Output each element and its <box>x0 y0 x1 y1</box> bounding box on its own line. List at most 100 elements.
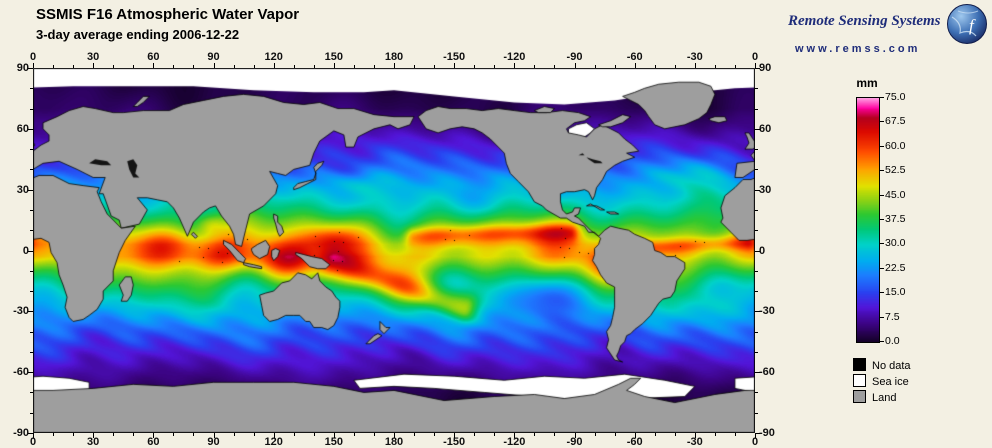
axis-tick-mark <box>28 433 33 434</box>
axis-tick-mark <box>755 108 758 110</box>
lat-tick-label: 0 <box>22 244 29 257</box>
axis-tick-mark <box>755 433 756 438</box>
brand-name: Remote Sensing Systems <box>788 13 941 29</box>
axis-tick-mark <box>574 433 576 438</box>
legend-swatch <box>853 390 866 403</box>
colorbar-unit-label: mm <box>856 76 878 90</box>
legend-item-land: Land <box>853 390 896 404</box>
colorbar-tick-label: 52.5 <box>885 164 906 177</box>
svg-text:f: f <box>969 16 976 35</box>
axis-tick-mark <box>755 63 756 68</box>
lon-tick-label: 180 <box>384 51 404 63</box>
axis-tick-mark <box>373 433 375 436</box>
lat-tick-label: 90 <box>759 62 772 74</box>
axis-tick-mark <box>414 65 416 68</box>
axis-tick-mark <box>755 331 758 333</box>
legend-swatch <box>853 358 866 371</box>
axis-tick-mark <box>113 65 115 68</box>
lon-tick-label: 30 <box>87 436 100 448</box>
lon-tick-label: 60 <box>147 436 160 448</box>
axis-tick-mark <box>614 433 616 436</box>
lon-tick-label: 120 <box>264 51 283 63</box>
lat-tick-label: -30 <box>759 305 775 318</box>
axis-tick-mark <box>494 65 496 68</box>
axis-tick-mark <box>33 63 34 68</box>
website-link[interactable]: www.remss.com <box>795 43 921 55</box>
axis-tick-mark <box>28 250 33 252</box>
legend-swatch <box>853 374 866 387</box>
axis-tick-mark <box>30 412 33 414</box>
colorbar-tick-label: 60.0 <box>885 139 906 152</box>
lon-tick-label: -150 <box>443 51 466 63</box>
axis-tick-mark <box>454 433 456 438</box>
colorbar-gradient <box>856 97 880 343</box>
axis-tick-mark <box>755 351 758 353</box>
axis-tick-mark <box>373 65 375 68</box>
colorbar-tick-label: 37.5 <box>885 213 906 225</box>
axis-tick-mark <box>53 433 55 436</box>
colorbar-tick-mark <box>880 121 884 123</box>
lon-tick-label: 60 <box>147 51 160 63</box>
lon-tick-label: 0 <box>751 436 759 448</box>
axis-tick-mark <box>33 433 34 438</box>
axis-tick-mark <box>253 65 255 68</box>
axis-tick-mark <box>333 433 335 438</box>
lat-tick-label: -60 <box>13 366 29 379</box>
axis-tick-mark <box>213 433 215 438</box>
axis-tick-mark <box>253 433 255 436</box>
axis-tick-mark <box>30 209 33 211</box>
axis-tick-mark <box>313 433 315 436</box>
axis-tick-mark <box>755 230 758 232</box>
axis-tick-mark <box>173 65 175 68</box>
axis-tick-mark <box>394 433 395 438</box>
axis-tick-mark <box>93 433 95 438</box>
colorbar-tick-mark <box>880 243 884 245</box>
lat-tick-label: 60 <box>759 122 772 135</box>
axis-tick-mark <box>755 189 760 191</box>
axis-tick-mark <box>30 169 33 171</box>
axis-tick-mark <box>454 63 456 68</box>
axis-tick-mark <box>474 433 476 436</box>
axis-tick-mark <box>28 128 33 130</box>
lon-tick-label: 0 <box>29 51 37 63</box>
colorbar-tick-mark <box>880 292 884 294</box>
axis-tick-mark <box>594 433 596 436</box>
axis-tick-mark <box>755 128 760 130</box>
legend-label: No data <box>872 360 911 372</box>
axis-tick-mark <box>30 88 33 90</box>
colorbar-tick-label: 15.0 <box>885 286 906 299</box>
axis-tick-mark <box>654 433 656 436</box>
axis-tick-mark <box>614 65 616 68</box>
world-map-canvas <box>33 68 755 433</box>
axis-tick-mark <box>394 63 395 68</box>
axis-tick-mark <box>30 351 33 353</box>
axis-tick-mark <box>755 291 758 293</box>
axis-tick-mark <box>153 63 155 68</box>
axis-tick-mark <box>30 291 33 293</box>
lat-tick-label: -90 <box>759 427 775 439</box>
axis-tick-mark <box>755 392 758 394</box>
axis-tick-mark <box>755 270 758 272</box>
colorbar-tick-label: 75.0 <box>885 91 906 103</box>
axis-tick-mark <box>353 65 355 68</box>
axis-tick-mark <box>414 433 416 436</box>
axis-tick-mark <box>534 433 536 436</box>
colorbar-tick-label: 22.5 <box>885 261 906 274</box>
axis-tick-mark <box>113 433 115 436</box>
axis-tick-mark <box>654 65 656 68</box>
lon-tick-label: -60 <box>626 51 643 63</box>
lon-tick-label: 0 <box>29 436 37 448</box>
axis-tick-mark <box>193 65 195 68</box>
colorbar-tick-mark <box>880 316 884 318</box>
lon-tick-label: -60 <box>626 436 643 448</box>
colorbar-tick-mark <box>880 194 884 196</box>
lon-tick-label: -30 <box>686 436 703 448</box>
lon-tick-label: -120 <box>503 51 526 63</box>
axis-tick-mark <box>30 149 33 151</box>
colorbar-tick-mark <box>880 267 884 269</box>
legend-item-no-data: No data <box>853 358 911 372</box>
axis-tick-mark <box>755 68 760 69</box>
axis-tick-mark <box>30 108 33 110</box>
axis-tick-mark <box>173 433 175 436</box>
